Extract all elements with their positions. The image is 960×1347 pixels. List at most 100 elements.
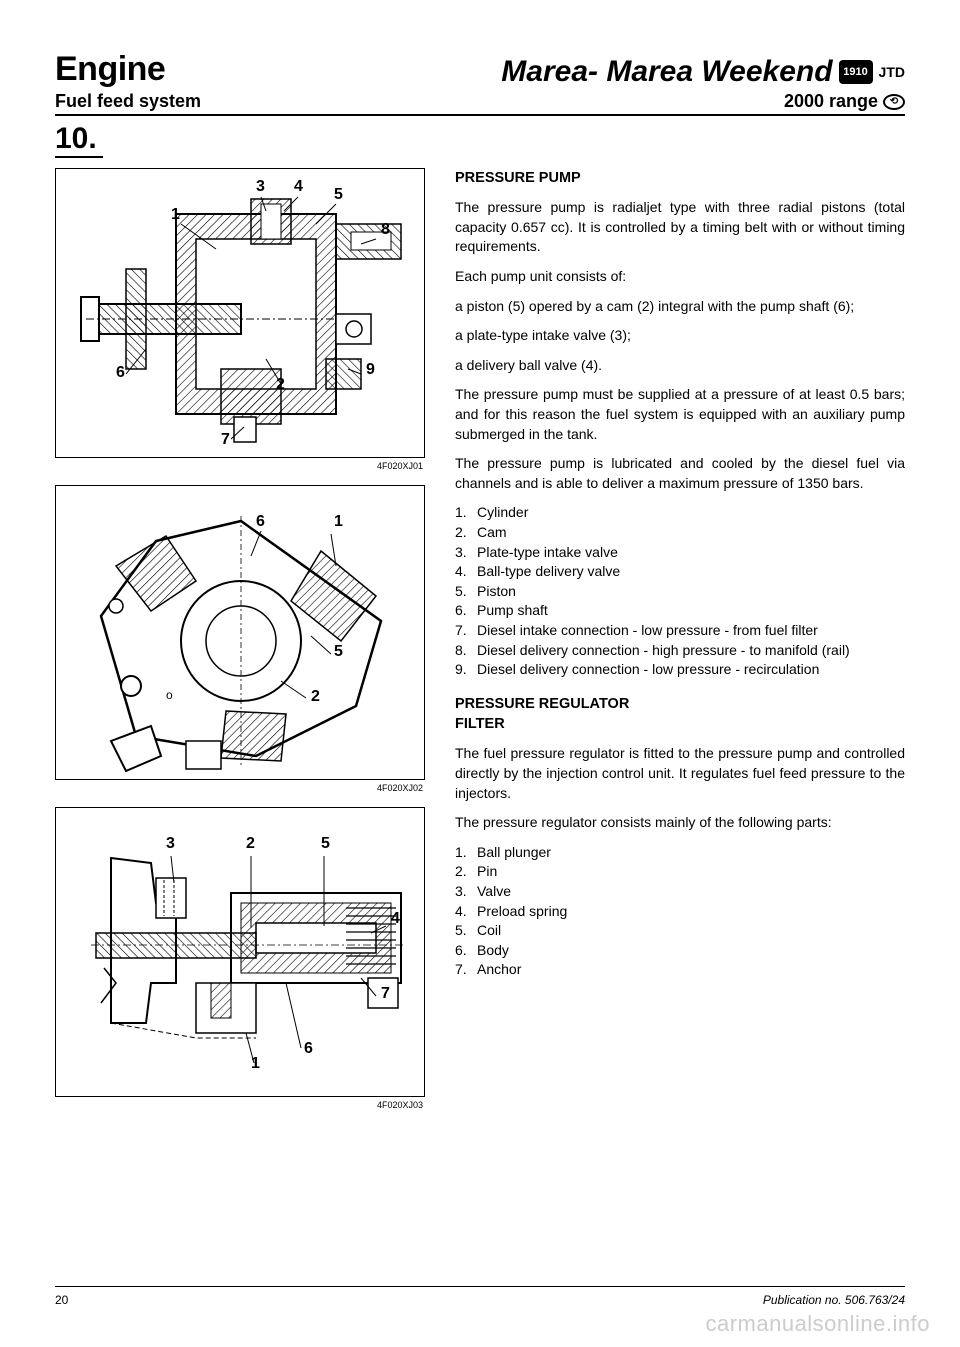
- list-item: 2. Pin: [455, 862, 905, 882]
- list-item-number: 5.: [455, 582, 471, 602]
- jtd-label: JTD: [879, 64, 905, 80]
- pump-parts-list: 1. Cylinder 2. Cam 3. Plate-type intake valve…: [455, 503, 905, 679]
- regulator-heading: PRESSURE REGULATOR FILTER: [455, 694, 905, 735]
- watermark: carmanualsonline.info: [705, 1311, 930, 1337]
- regulator-parts-list: 1. Ball plunger 2. Pin3.Valve4. Preload spri…: [455, 843, 905, 980]
- svg-text:5: 5: [334, 186, 343, 203]
- list-item: 5. Coil: [455, 921, 905, 941]
- list-item-text: Diesel delivery connection - high pressu…: [477, 641, 850, 661]
- list-item-text: Cylinder: [477, 503, 528, 523]
- svg-text:6: 6: [116, 364, 125, 381]
- list-item-number: 8.: [455, 641, 471, 661]
- para-7: The pressure pump is lubricated and cool…: [455, 454, 905, 493]
- list-item-number: 1.: [455, 843, 471, 863]
- engine-title: Engine: [55, 50, 165, 89]
- svg-text:3: 3: [166, 835, 175, 852]
- list-item-number: 4.: [455, 902, 471, 922]
- list-item: 8. Diesel delivery connection - high pres…: [455, 641, 905, 661]
- svg-text:o: o: [166, 688, 173, 702]
- list-item: 4. Preload spring: [455, 902, 905, 922]
- list-item-number: 2.: [455, 523, 471, 543]
- svg-text:5: 5: [334, 643, 343, 660]
- list-item: 1. Ball plunger: [455, 843, 905, 863]
- text-column: PRESSURE PUMP The pressure pump is radia…: [455, 168, 905, 1124]
- list-item-text: Anchor: [477, 960, 521, 980]
- publication-number: Publication no. 506.763/24: [763, 1293, 905, 1307]
- para-6: The pressure pump must be supplied at a …: [455, 385, 905, 444]
- list-item: 3.Valve: [455, 882, 905, 902]
- marea-text: Marea- Marea Weekend: [501, 55, 832, 89]
- list-item-text: Preload spring: [477, 902, 567, 922]
- reg-para-2: The pressure regulator consists mainly o…: [455, 813, 905, 833]
- figure-2: 6 1 5 2 o: [55, 485, 425, 780]
- list-item-text: Coil: [477, 921, 501, 941]
- list-item-text: Ball plunger: [477, 843, 551, 863]
- para-1: The pressure pump is radialjet type with…: [455, 198, 905, 257]
- list-item-number: 7.: [455, 960, 471, 980]
- para-5: a delivery ball valve (4).: [455, 356, 905, 376]
- list-item: 7. Anchor: [455, 960, 905, 980]
- svg-text:1: 1: [334, 513, 343, 530]
- subheader-left: Fuel feed system: [55, 91, 201, 112]
- page-footer: 20 Publication no. 506.763/24: [55, 1286, 905, 1307]
- range-text: 2000 range: [784, 91, 878, 112]
- list-item-text: Pin: [477, 862, 497, 882]
- regulator-heading-2: FILTER: [455, 714, 905, 734]
- model-title: Marea- Marea Weekend 1910 JTD: [501, 55, 905, 89]
- list-item: 7.Diesel intake connection - low pressur…: [455, 621, 905, 641]
- svg-text:2: 2: [246, 835, 255, 852]
- pressure-pump-heading: PRESSURE PUMP: [455, 168, 905, 188]
- list-item: 6. Body: [455, 941, 905, 961]
- svg-text:2: 2: [276, 376, 285, 393]
- list-item-text: Ball-type delivery valve: [477, 562, 620, 582]
- list-item-number: 3.: [455, 543, 471, 563]
- list-item: 9. Diesel delivery connection - low press…: [455, 660, 905, 680]
- figures-column: 1 3 4 5 8 2 6 7 9 4F020XJ01: [55, 168, 425, 1124]
- page-number: 20: [55, 1293, 68, 1307]
- list-item-number: 7.: [455, 621, 471, 641]
- year-badge-icon: 1910: [839, 60, 873, 84]
- list-item: 4. Ball-type delivery valve: [455, 562, 905, 582]
- para-3: a piston (5) opered by a cam (2) integra…: [455, 297, 905, 317]
- figure-3-caption: 4F020XJ03: [55, 1100, 425, 1110]
- para-4: a plate-type intake valve (3);: [455, 326, 905, 346]
- svg-text:6: 6: [256, 513, 265, 530]
- figure-3: 3 2 5 4 7 6 1: [55, 807, 425, 1097]
- list-item: 1. Cylinder: [455, 503, 905, 523]
- list-item: 2. Cam: [455, 523, 905, 543]
- svg-text:5: 5: [321, 835, 330, 852]
- svg-text:2: 2: [311, 688, 320, 705]
- subheader-right: 2000 range ⟲: [784, 91, 905, 112]
- list-item-number: 2.: [455, 862, 471, 882]
- list-item-text: Plate-type intake valve: [477, 543, 618, 563]
- list-item-number: 5.: [455, 921, 471, 941]
- list-item-text: Valve: [477, 882, 511, 902]
- list-item-number: 6.: [455, 941, 471, 961]
- list-item-number: 1.: [455, 503, 471, 523]
- svg-text:7: 7: [221, 431, 230, 448]
- list-item: 6. Pump shaft: [455, 601, 905, 621]
- para-2: Each pump unit consists of:: [455, 267, 905, 287]
- list-item: 5. Piston: [455, 582, 905, 602]
- svg-text:4: 4: [391, 910, 400, 927]
- regulator-heading-1: PRESSURE REGULATOR: [455, 694, 905, 714]
- svg-text:9: 9: [366, 361, 375, 378]
- list-item-number: 6.: [455, 601, 471, 621]
- svg-text:1: 1: [171, 206, 180, 223]
- svg-text:6: 6: [304, 1040, 313, 1057]
- svg-text:3: 3: [256, 178, 265, 195]
- list-item-number: 4.: [455, 562, 471, 582]
- svg-text:1: 1: [251, 1055, 260, 1072]
- list-item-text: Piston: [477, 582, 516, 602]
- figure-1-caption: 4F020XJ01: [55, 461, 425, 471]
- svg-text:8: 8: [381, 221, 390, 238]
- reg-para-1: The fuel pressure regulator is fitted to…: [455, 744, 905, 803]
- svg-text:7: 7: [381, 985, 390, 1002]
- figure-2-caption: 4F020XJ02: [55, 783, 425, 793]
- list-item-text: Pump shaft: [477, 601, 548, 621]
- list-item-number: 9.: [455, 660, 471, 680]
- section-number: 10.: [55, 122, 103, 158]
- list-item-text: Diesel delivery connection - low pressur…: [477, 660, 819, 680]
- list-item-text: Cam: [477, 523, 507, 543]
- list-item-text: Body: [477, 941, 509, 961]
